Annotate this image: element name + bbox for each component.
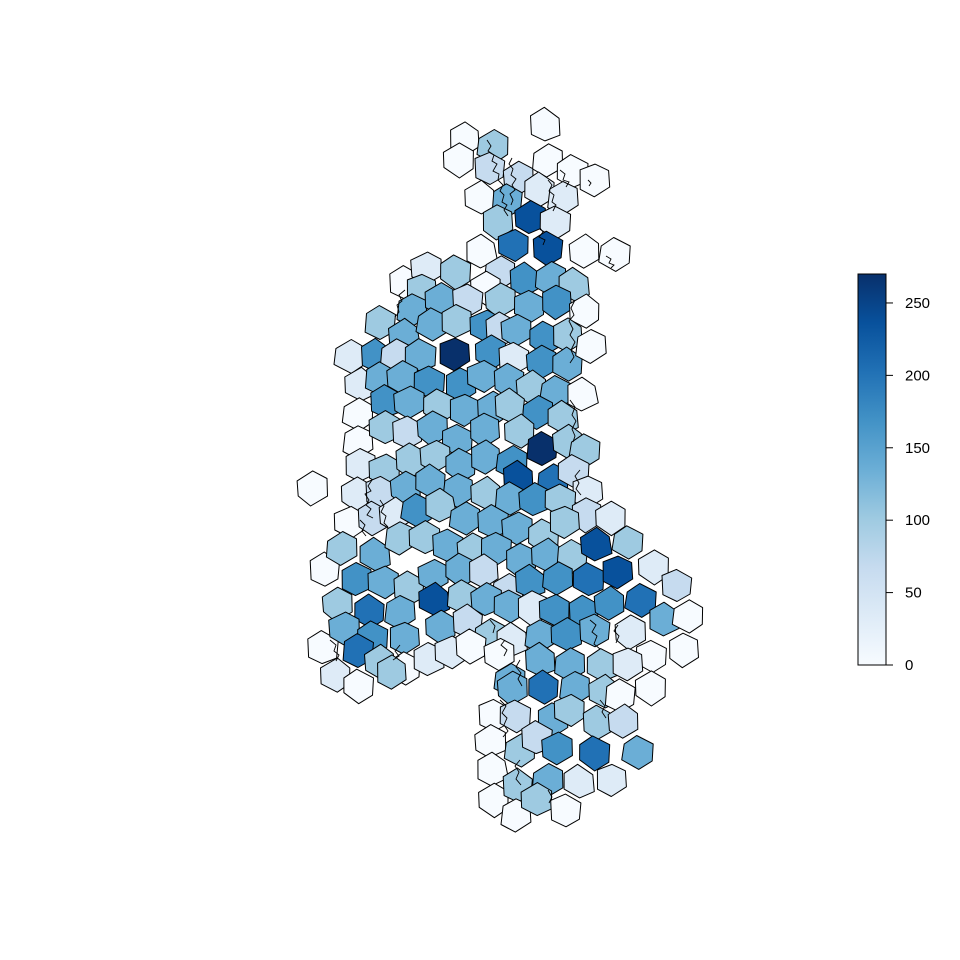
region-cell xyxy=(579,735,611,772)
region-cell xyxy=(593,585,625,621)
region-cell xyxy=(341,562,373,597)
region-cell xyxy=(296,470,328,507)
region-cell xyxy=(669,632,699,669)
region-cell xyxy=(482,204,514,241)
legend-tick-label: 100 xyxy=(905,512,930,529)
region-cell xyxy=(575,329,607,364)
legend-tick-label: 50 xyxy=(905,585,922,602)
region-cell xyxy=(580,526,613,562)
legend-tick-label: 250 xyxy=(905,295,930,312)
region-cell xyxy=(571,497,603,534)
region-cell xyxy=(567,376,599,412)
region-cell xyxy=(474,151,506,185)
coastline-north xyxy=(486,139,570,246)
region-cell xyxy=(568,233,600,269)
region-cell xyxy=(596,763,627,797)
region-cell xyxy=(441,304,473,339)
region-cell xyxy=(466,233,498,269)
region-cell xyxy=(550,793,582,828)
region-cell xyxy=(343,668,374,705)
coastline-south xyxy=(489,619,553,804)
coastline-borders xyxy=(329,139,620,804)
region-cell xyxy=(595,500,626,537)
region-cell xyxy=(542,284,572,321)
region-cell xyxy=(448,501,481,536)
region-cell xyxy=(530,106,561,142)
region-cell xyxy=(671,599,704,634)
region-cell xyxy=(612,647,644,682)
region-cell xyxy=(499,699,532,734)
region-cell xyxy=(621,735,654,770)
region-cell xyxy=(528,669,559,705)
region-cell xyxy=(661,568,693,602)
region-cell xyxy=(520,782,553,817)
region-cell xyxy=(442,142,474,179)
region-cell xyxy=(481,531,512,565)
region-cell xyxy=(579,163,611,198)
region-cell xyxy=(579,613,611,648)
region-cell xyxy=(504,413,535,449)
region-cell xyxy=(549,505,580,539)
legend-tick-label: 200 xyxy=(905,367,930,384)
region-cell xyxy=(624,583,657,618)
region-cell xyxy=(377,654,407,690)
region-cell xyxy=(607,703,639,739)
region-cell xyxy=(634,670,666,707)
region-cell xyxy=(541,731,573,766)
legend-color-bar xyxy=(857,273,887,666)
region-cell xyxy=(598,237,631,272)
region-cell xyxy=(602,555,634,590)
region-cell xyxy=(425,487,457,523)
legend-tick-label: 0 xyxy=(905,657,913,674)
legend-ticks: 0 50 100 150 200 250 xyxy=(886,295,930,674)
region-cell xyxy=(325,531,358,566)
region-cell xyxy=(408,520,441,555)
region-cell xyxy=(466,359,498,393)
region-cell xyxy=(553,693,585,727)
map-cells xyxy=(296,106,704,833)
region-cell xyxy=(514,200,547,235)
region-cell xyxy=(563,763,595,799)
island-east xyxy=(587,179,615,269)
region-cell xyxy=(637,549,669,586)
color-legend: 0 50 100 150 200 250 xyxy=(857,273,930,674)
coastline-west xyxy=(329,289,406,662)
coastline-east xyxy=(515,299,620,719)
legend-tick-label: 150 xyxy=(905,440,930,457)
region-cell xyxy=(364,305,396,340)
region-cell xyxy=(320,657,351,693)
region-cell xyxy=(569,293,600,329)
region-cell xyxy=(471,439,501,475)
region-cell xyxy=(464,179,497,215)
region-cell xyxy=(455,628,487,665)
region-cell xyxy=(439,337,471,372)
region-cell xyxy=(611,525,644,560)
region-cell xyxy=(367,565,399,600)
region-cell xyxy=(497,228,529,262)
